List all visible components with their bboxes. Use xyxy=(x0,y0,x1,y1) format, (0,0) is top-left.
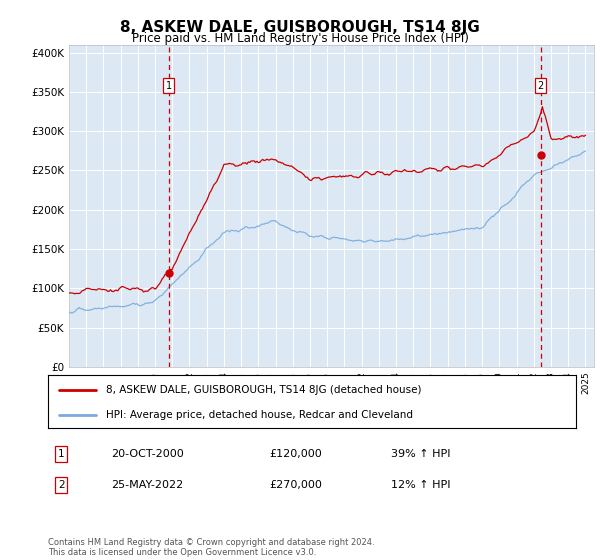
Text: 39% ↑ HPI: 39% ↑ HPI xyxy=(391,449,451,459)
Text: 8, ASKEW DALE, GUISBOROUGH, TS14 8JG (detached house): 8, ASKEW DALE, GUISBOROUGH, TS14 8JG (de… xyxy=(106,385,422,395)
Text: £120,000: £120,000 xyxy=(270,449,323,459)
Text: Price paid vs. HM Land Registry's House Price Index (HPI): Price paid vs. HM Land Registry's House … xyxy=(131,32,469,45)
Text: £270,000: £270,000 xyxy=(270,480,323,490)
Text: HPI: Average price, detached house, Redcar and Cleveland: HPI: Average price, detached house, Redc… xyxy=(106,410,413,420)
Text: 25-MAY-2022: 25-MAY-2022 xyxy=(112,480,184,490)
Text: Contains HM Land Registry data © Crown copyright and database right 2024.
This d: Contains HM Land Registry data © Crown c… xyxy=(48,538,374,557)
Text: 1: 1 xyxy=(58,449,65,459)
Text: 2: 2 xyxy=(58,480,65,490)
Text: 12% ↑ HPI: 12% ↑ HPI xyxy=(391,480,451,490)
Text: 8, ASKEW DALE, GUISBOROUGH, TS14 8JG: 8, ASKEW DALE, GUISBOROUGH, TS14 8JG xyxy=(120,20,480,35)
Text: 20-OCT-2000: 20-OCT-2000 xyxy=(112,449,184,459)
Text: 1: 1 xyxy=(166,81,172,91)
Text: 2: 2 xyxy=(538,81,544,91)
